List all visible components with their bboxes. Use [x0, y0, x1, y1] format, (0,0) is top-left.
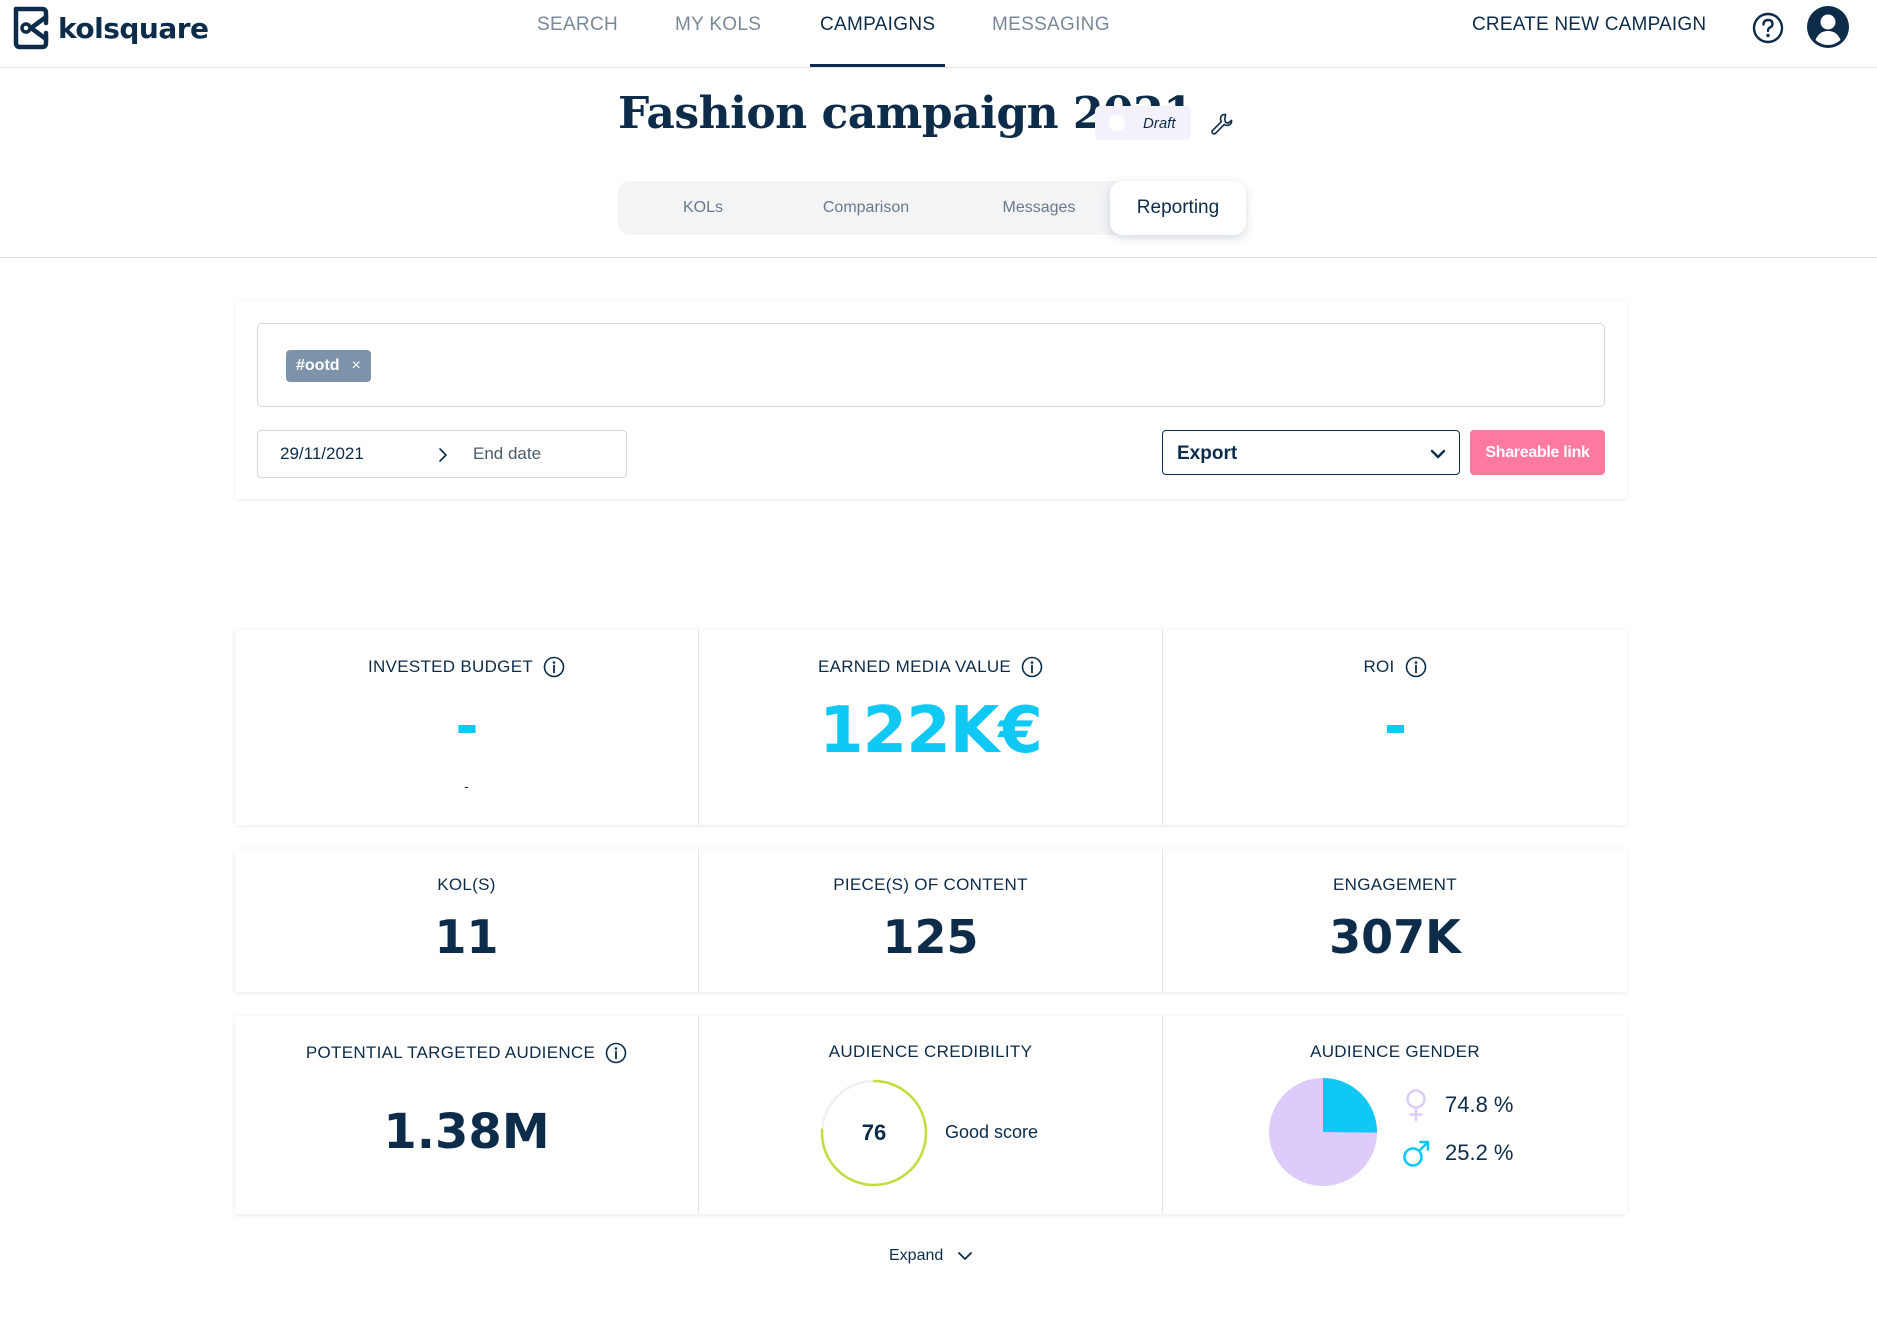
hashtag-chip[interactable]: #ootd × [286, 350, 371, 382]
end-date-field[interactable]: End date [473, 444, 542, 463]
reporting-filters-card: #ootd × 29/11/2021 End date Export Share… [235, 301, 1627, 499]
campaign-tabs: KOLs Comparison Messages Reporting [618, 181, 1246, 235]
stat-invested-budget: INVESTED BUDGET - - [235, 630, 699, 825]
chevron-down-icon [1430, 449, 1446, 459]
nav-my-kols[interactable]: MY KOLS [675, 14, 762, 35]
credibility-gauge: 76 [819, 1078, 929, 1188]
top-navigation-bar: kolsquare SEARCH MY KOLS CAMPAIGNS MESSA… [0, 0, 1877, 68]
stat-label: AUDIENCE CREDIBILITY [828, 1042, 1033, 1061]
female-percentage: 74.8 % [1445, 1092, 1514, 1117]
stat-label: INVESTED BUDGET [367, 657, 534, 676]
male-icon [1403, 1140, 1430, 1167]
stat-label: AUDIENCE GENDER [1310, 1042, 1480, 1061]
kolsquare-logo-icon [13, 6, 49, 50]
kolsquare-logo[interactable]: kolsquare [12, 4, 209, 52]
info-icon[interactable] [1405, 656, 1427, 678]
export-dropdown[interactable]: Export [1162, 430, 1460, 475]
stats-row-audience: POTENTIAL TARGETED AUDIENCE 1.38M AUDIEN… [235, 1016, 1627, 1214]
stat-engagement: ENGAGEMENT 307K [1163, 849, 1627, 992]
chevron-down-icon [958, 1252, 973, 1260]
expand-button[interactable]: Expand [889, 1247, 973, 1265]
stat-roi: ROI - [1163, 630, 1627, 825]
stat-value: 125 [882, 910, 979, 964]
tab-reporting[interactable]: Reporting [1110, 181, 1246, 235]
stat-potential-targeted-audience: POTENTIAL TARGETED AUDIENCE 1.38M [235, 1016, 699, 1214]
stat-subvalue: - [464, 778, 469, 794]
male-percentage: 25.2 % [1445, 1140, 1514, 1165]
credibility-score: 76 [861, 1120, 887, 1145]
stat-value: 122K€ [819, 694, 1043, 768]
wrench-icon[interactable] [1209, 111, 1235, 137]
nav-campaigns[interactable]: CAMPAIGNS [809, 14, 946, 67]
stat-value: 1.38M [383, 1104, 550, 1160]
stats-row-content: KOL(S) 11 PIECE(S) OF CONTENT 125 ENGAGE… [235, 849, 1627, 992]
gender-male-row: 25.2 % [1401, 1136, 1514, 1170]
pie-slice-male [1323, 1078, 1377, 1133]
user-avatar-icon[interactable] [1807, 6, 1849, 48]
hashtag-input[interactable]: #ootd × [257, 323, 1605, 407]
date-range-picker[interactable]: 29/11/2021 End date [257, 430, 627, 478]
brand-name: kolsquare [58, 11, 209, 45]
hashtag-chip-label: #ootd [296, 357, 340, 374]
info-icon[interactable] [605, 1042, 627, 1064]
stat-earned-media-value: EARNED MEDIA VALUE 122K€ [699, 630, 1163, 825]
stat-label: ENGAGEMENT [1333, 875, 1457, 894]
stat-kols: KOL(S) 11 [235, 849, 699, 992]
stat-label: EARNED MEDIA VALUE [817, 657, 1012, 676]
nav-search[interactable]: SEARCH [537, 14, 618, 35]
stat-audience-credibility: AUDIENCE CREDIBILITY 76 Good score [699, 1016, 1163, 1214]
stat-label: POTENTIAL TARGETED AUDIENCE [305, 1043, 596, 1062]
credibility-arc [820, 1079, 928, 1187]
create-new-campaign-button[interactable]: CREATE NEW CAMPAIGN [1472, 14, 1707, 35]
stat-label: PIECE(S) OF CONTENT [833, 875, 1028, 894]
gender-female-row: 74.8 % [1401, 1088, 1514, 1122]
stat-audience-gender: AUDIENCE GENDER 74.8 % 25.2 % [1163, 1016, 1627, 1214]
nav-messaging[interactable]: MESSAGING [992, 14, 1110, 35]
stat-value: 307K [1329, 910, 1461, 964]
shareable-link-button[interactable]: Shareable link [1470, 430, 1605, 475]
stat-label: ROI [1363, 657, 1395, 676]
tab-messages[interactable]: Messages [1002, 199, 1076, 216]
stat-label: KOL(S) [437, 875, 496, 894]
status-badge[interactable]: Draft [1095, 106, 1191, 140]
help-icon[interactable] [1752, 12, 1784, 44]
info-icon[interactable] [1021, 656, 1043, 678]
stat-value: 11 [434, 910, 499, 964]
stats-row-financial: INVESTED BUDGET - - EARNED MEDIA VALUE 1… [235, 630, 1627, 825]
status-label: Draft [1143, 114, 1176, 132]
stat-value: - [1383, 694, 1407, 759]
chevron-right-icon [439, 448, 447, 462]
expand-label: Expand [889, 1247, 944, 1264]
stat-pieces-of-content: PIECE(S) OF CONTENT 125 [699, 849, 1163, 992]
credibility-score-text: Good score [945, 1122, 1039, 1142]
info-icon[interactable] [543, 656, 565, 678]
status-toggle-dot [1109, 115, 1125, 131]
tab-comparison[interactable]: Comparison [822, 199, 910, 216]
start-date-field[interactable]: 29/11/2021 [280, 444, 364, 463]
stat-value: - [455, 694, 478, 759]
close-icon[interactable]: × [351, 357, 361, 374]
gender-pie-chart [1269, 1078, 1377, 1186]
female-icon [1406, 1089, 1426, 1122]
tab-kols[interactable]: KOLs [682, 199, 723, 216]
header-divider [0, 257, 1877, 258]
export-dropdown-label: Export [1177, 443, 1238, 464]
